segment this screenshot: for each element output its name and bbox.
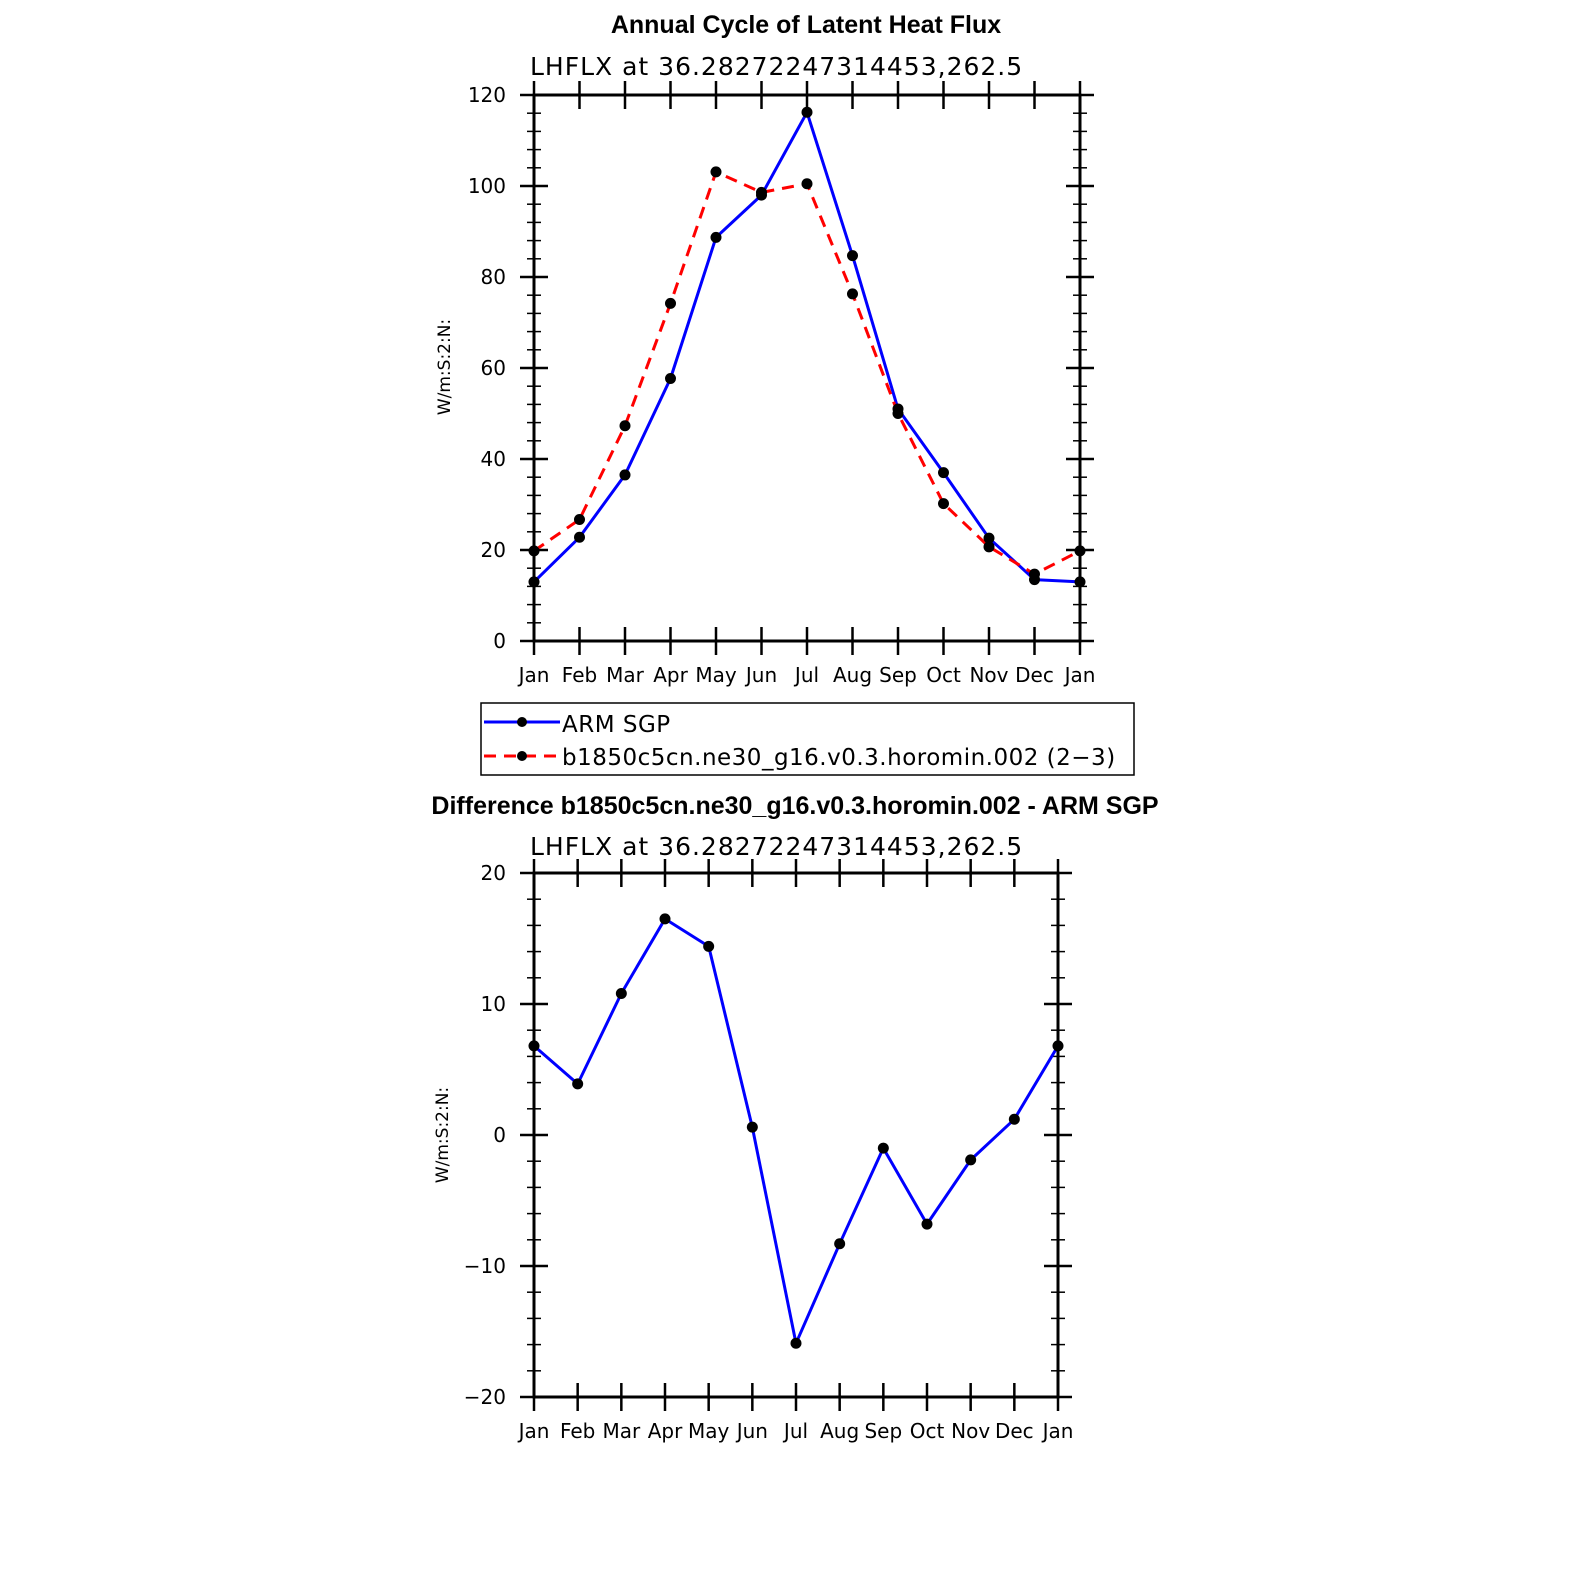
series-0-point xyxy=(574,531,585,543)
series-1-point xyxy=(892,408,904,419)
y-tick-label: −20 xyxy=(464,1385,506,1409)
series-0-point xyxy=(938,467,949,479)
y-axis-label: W/m:S:2:N: xyxy=(435,319,455,415)
difference-chart: Difference b1850c5cn.ne30_g16.v0.3.horom… xyxy=(431,792,1158,1443)
y-tick-label: 120 xyxy=(468,83,506,107)
y-tick-label: 20 xyxy=(481,538,506,562)
y-tick-label: 80 xyxy=(481,265,506,289)
series-0-point xyxy=(965,1154,977,1166)
chart-subtitle: LHFLX at 36.28272247314453,262.5 xyxy=(530,832,1023,861)
x-tick-label: Dec xyxy=(1015,663,1054,687)
x-tick-label: Jan xyxy=(517,663,550,687)
series-0-point xyxy=(619,469,631,481)
x-tick-label: Aug xyxy=(820,1419,859,1443)
series-0-point xyxy=(703,940,715,952)
x-tick-label: Sep xyxy=(864,1419,902,1443)
x-tick-label: Oct xyxy=(926,663,961,687)
series-1-point xyxy=(619,420,631,432)
legend-label-model: b1850c5cn.ne30_g16.v0.3.horomin.002 (2−3… xyxy=(562,745,1116,771)
legend-frame xyxy=(480,702,1135,776)
series-0-point xyxy=(1008,1113,1020,1125)
series-0-point xyxy=(615,988,627,1000)
series-0-point xyxy=(528,576,540,588)
x-tick-label: Jan xyxy=(1041,1419,1074,1443)
x-tick-label: Feb xyxy=(562,663,597,687)
y-tick-label: 40 xyxy=(481,447,506,471)
x-tick-label: Sep xyxy=(879,663,917,687)
series-0-point xyxy=(983,532,995,544)
series-1-point xyxy=(983,541,995,553)
series-1-point xyxy=(574,514,585,526)
legend-marker-arm-sgp xyxy=(517,717,527,727)
series-0-point xyxy=(746,1121,758,1133)
series-1-point xyxy=(665,297,676,309)
series-0-point xyxy=(665,372,676,384)
series-0-point xyxy=(921,1218,933,1230)
series-0-point xyxy=(877,1142,889,1154)
chart-title: Annual Cycle of Latent Heat Flux xyxy=(611,11,1001,39)
y-tick-label: 10 xyxy=(481,992,506,1016)
x-tick-label: Jan xyxy=(517,1419,550,1443)
series-0-point xyxy=(1074,576,1086,588)
series-line-1 xyxy=(533,170,1081,576)
series-1-point xyxy=(528,545,540,557)
series-1-point xyxy=(1074,545,1086,557)
annual-cycle-chart: Annual Cycle of Latent Heat Flux LHFLX a… xyxy=(435,11,1095,687)
x-tick-label: Dec xyxy=(995,1419,1034,1443)
x-tick-label: Jul xyxy=(793,663,819,687)
series-0-point xyxy=(847,250,858,262)
x-tick-label: Feb xyxy=(560,1419,595,1443)
y-tick-label: 0 xyxy=(493,1123,506,1147)
plot-frame xyxy=(532,93,1082,643)
legend: ARM SGP b1850c5cn.ne30_g16.v0.3.horomin.… xyxy=(480,702,1135,776)
series-0-point xyxy=(1052,1040,1064,1052)
series-0-point xyxy=(834,1238,846,1250)
series-0-point xyxy=(801,106,813,118)
series-1-point xyxy=(847,288,858,300)
y-tick-label: 60 xyxy=(481,356,506,380)
chart-title: Difference b1850c5cn.ne30_g16.v0.3.horom… xyxy=(431,792,1158,820)
series-1-point xyxy=(938,498,949,510)
x-tick-label: May xyxy=(695,663,737,687)
series-1-point xyxy=(801,178,813,190)
y-tick-label: 100 xyxy=(468,174,506,198)
x-tick-label: Nov xyxy=(951,1419,990,1443)
x-tick-label: Oct xyxy=(910,1419,945,1443)
x-tick-label: Apr xyxy=(648,1419,683,1443)
x-tick-label: Apr xyxy=(653,663,688,687)
series-1-point xyxy=(756,186,767,198)
x-tick-label: Jun xyxy=(735,1419,768,1443)
series-line-0 xyxy=(533,917,1060,1345)
series-0-point xyxy=(710,231,722,243)
series-0-point xyxy=(528,1040,540,1052)
x-tick-label: May xyxy=(688,1419,730,1443)
series-0-point xyxy=(790,1337,802,1349)
series-1-point xyxy=(1029,568,1040,580)
y-tick-label: 20 xyxy=(481,861,506,885)
plot-frame xyxy=(532,871,1060,1399)
y-tick-label: 0 xyxy=(493,629,506,653)
x-tick-label: Nov xyxy=(969,663,1008,687)
series-1-point xyxy=(710,166,722,178)
x-tick-label: Mar xyxy=(606,663,645,687)
x-tick-label: Jun xyxy=(744,663,777,687)
series-0-point xyxy=(659,913,671,925)
x-tick-label: Mar xyxy=(602,1419,641,1443)
x-tick-label: Jan xyxy=(1063,663,1096,687)
legend-marker-model xyxy=(517,751,527,761)
x-tick-label: Aug xyxy=(833,663,872,687)
y-axis-label: W/m:S:2:N: xyxy=(433,1087,453,1183)
series-0-point xyxy=(572,1078,584,1090)
x-tick-label: Jul xyxy=(782,1419,808,1443)
legend-label-arm-sgp: ARM SGP xyxy=(562,712,671,738)
y-tick-label: −10 xyxy=(464,1254,506,1278)
chart-subtitle: LHFLX at 36.28272247314453,262.5 xyxy=(530,52,1023,81)
